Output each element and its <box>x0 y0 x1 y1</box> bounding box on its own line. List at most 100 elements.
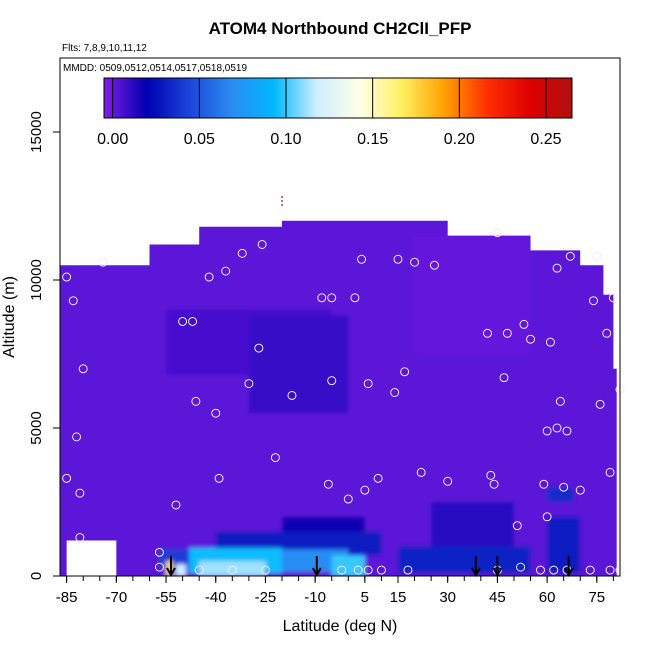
sample-point <box>72 432 82 442</box>
x-tick-label: -10 <box>304 589 326 606</box>
sample-point <box>350 293 360 303</box>
sample-point <box>244 379 254 389</box>
sample-point <box>343 494 353 504</box>
y-tick-label: 5000 <box>28 411 45 444</box>
colorbar-tick-label: 0.25 <box>530 131 561 148</box>
sample-point <box>62 473 72 483</box>
y-axis: 0 5000 10000 15000 <box>28 111 60 580</box>
sample-point <box>287 390 297 400</box>
sample-point <box>154 562 164 572</box>
sample-point <box>327 376 337 386</box>
sample-point <box>227 565 237 575</box>
sample-point <box>552 423 562 433</box>
heat-cell <box>175 564 186 576</box>
sample-point <box>204 272 214 282</box>
missing-data-patch <box>66 540 117 576</box>
x-axis-label: Latitude (deg N) <box>283 618 398 635</box>
x-tick-label: -55 <box>155 589 177 606</box>
heat-cell <box>166 561 173 576</box>
sample-point <box>555 396 565 406</box>
sample-point <box>588 296 598 306</box>
sample-point <box>178 316 188 326</box>
sample-point <box>98 257 108 267</box>
x-tick-label: 5 <box>361 589 369 606</box>
heat-cell <box>199 561 266 576</box>
sample-point <box>363 565 373 575</box>
plot-frame <box>59 57 621 577</box>
sample-point <box>562 426 572 436</box>
sample-point <box>552 263 562 273</box>
sample-point <box>75 488 85 498</box>
colorbar-tick-label: 0.10 <box>270 131 301 148</box>
x-axis: -85 -70 -55 -40 -25 -10 5 15 30 45 60 75 <box>56 576 614 606</box>
sample-point <box>516 562 526 572</box>
sample-point <box>353 565 363 575</box>
sample-point <box>410 257 420 267</box>
sample-point <box>376 565 386 575</box>
sample-point <box>154 547 164 557</box>
sample-point <box>214 473 224 483</box>
sample-point <box>486 470 496 480</box>
sample-point <box>575 485 585 495</box>
sample-point <box>416 467 426 477</box>
sample-point <box>327 293 337 303</box>
sample-point <box>194 565 204 575</box>
colorbar-tick-label: 0.00 <box>97 131 128 148</box>
chart-title: ATOM4 Northbound CH2ClI_PFP <box>209 19 472 38</box>
sample-point <box>535 565 545 575</box>
sample-point <box>191 396 201 406</box>
sample-point <box>400 367 410 377</box>
sample-point <box>390 387 400 397</box>
sample-point <box>360 485 370 495</box>
y-tick-label: 10000 <box>28 259 45 301</box>
x-tick-label: 45 <box>489 589 506 606</box>
x-tick-label: 15 <box>390 589 407 606</box>
sample-point <box>357 254 367 264</box>
x-tick-label: -85 <box>56 589 78 606</box>
heat-cell <box>248 315 349 414</box>
sample-point <box>403 565 413 575</box>
x-tick-label: -70 <box>105 589 127 606</box>
sample-point <box>257 239 267 249</box>
sample-point <box>545 337 555 347</box>
sample-point <box>443 476 453 486</box>
profile-arrow-head <box>470 567 481 578</box>
heatmap-field <box>60 220 617 576</box>
sample-point <box>317 293 327 303</box>
sample-point <box>171 500 181 510</box>
profile-arrow-head <box>492 567 503 578</box>
sample-point <box>585 565 595 575</box>
sample-point <box>542 512 552 522</box>
sample-point <box>492 228 502 238</box>
colorbar-bar <box>103 77 573 119</box>
y-tick-label: 0 <box>28 572 45 580</box>
sample-point <box>592 251 602 261</box>
sample-point <box>605 467 615 477</box>
sample-point <box>75 533 85 543</box>
colorbar-tick-label: 0.05 <box>184 131 215 148</box>
profile-arrow-head <box>311 567 322 578</box>
sample-point <box>602 328 612 338</box>
sample-point <box>188 316 198 326</box>
sample-point <box>559 482 569 492</box>
sample-point <box>260 565 270 575</box>
sample-point <box>270 453 280 463</box>
sample-point <box>254 343 264 353</box>
x-tick-label: -25 <box>255 589 277 606</box>
sample-point <box>605 565 615 575</box>
sample-point <box>539 479 549 489</box>
sample-point <box>595 399 605 409</box>
x-tick-label: 60 <box>539 589 556 606</box>
sample-point <box>337 565 347 575</box>
sample-point <box>237 248 247 258</box>
sample-point <box>363 379 373 389</box>
sample-point <box>499 373 509 383</box>
sample-point <box>323 479 333 489</box>
heat-cell <box>397 546 531 574</box>
sample-point <box>519 319 529 329</box>
sample-point <box>373 473 383 483</box>
sample-point <box>221 266 231 276</box>
sample-point <box>542 426 552 436</box>
heat-cell <box>331 555 365 576</box>
